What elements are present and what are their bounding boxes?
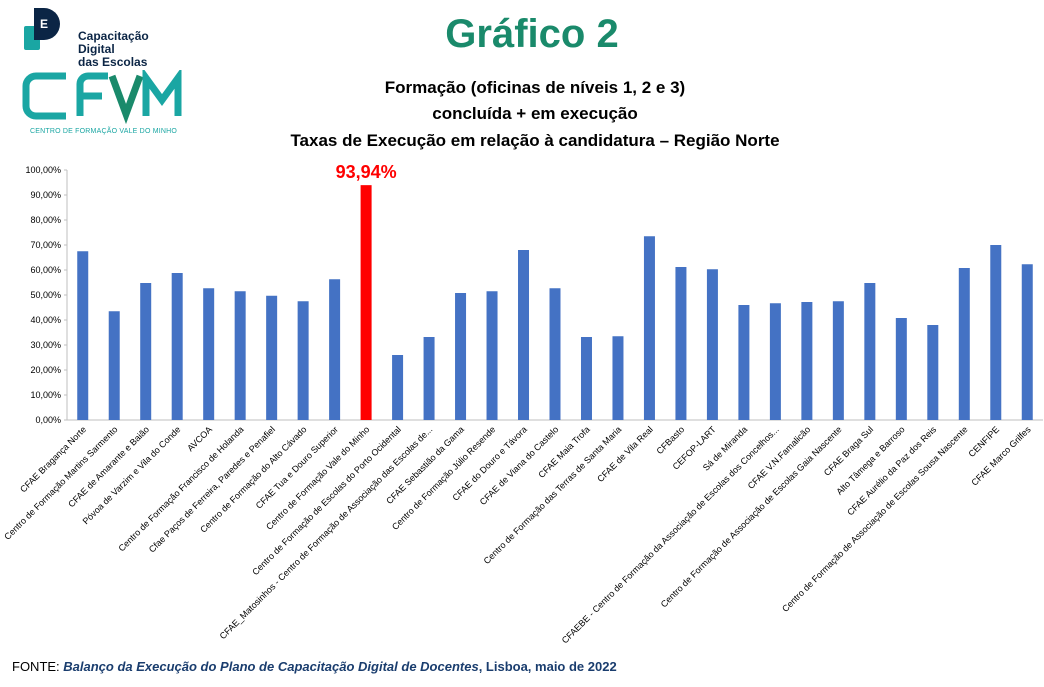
- bar: [171, 273, 183, 420]
- y-tick-label: 90,00%: [30, 190, 61, 200]
- bar: [392, 355, 404, 420]
- bar: [801, 302, 813, 420]
- y-tick-label: 60,00%: [30, 265, 61, 275]
- capacitacao-digital-logo: E Capacitação Digital das Escolas: [20, 4, 180, 69]
- bar: [77, 251, 89, 420]
- chart-title-line-3: Taxas de Execução em relação à candidatu…: [290, 131, 780, 150]
- x-tick-label: Centro de Formação de Escolas do Porto O…: [250, 424, 403, 577]
- y-tick-label: 50,00%: [30, 290, 61, 300]
- bar: [266, 295, 278, 420]
- x-tick-label: AVCOA: [185, 424, 214, 453]
- bar: [832, 301, 844, 420]
- footer-suffix: , Lisboa, maio de 2022: [478, 659, 617, 674]
- bar: [423, 337, 435, 420]
- footer-prefix: FONTE:: [12, 659, 64, 674]
- y-tick-label: 70,00%: [30, 240, 61, 250]
- x-tick-label: CFAE Marco Grilfes: [969, 424, 1033, 488]
- bar: [108, 311, 120, 420]
- highlight-data-label: 93,94%: [336, 162, 397, 182]
- x-tick-label: CFBasto: [655, 424, 687, 456]
- svg-text:E: E: [40, 17, 48, 31]
- bar-chart: 0,00% 10,00% 20,00% 30,00% 40,00% 50,00% 60,00…: [2, 162, 1043, 645]
- capacitacao-digital-logo-mark: E: [24, 8, 60, 50]
- bar: [486, 291, 498, 420]
- y-tick-label: 30,00%: [30, 340, 61, 350]
- capacitacao-digital-logo-text: Capacitação Digital das Escolas: [78, 29, 149, 69]
- bar: [927, 325, 939, 420]
- bar: [958, 268, 970, 420]
- y-tick-label: 10,00%: [30, 390, 61, 400]
- bar: [706, 269, 718, 420]
- x-tick-label: CFAE de Vila Real: [595, 424, 655, 484]
- bar: [549, 288, 561, 420]
- y-tick-label: 40,00%: [30, 315, 61, 325]
- bar: [203, 288, 215, 420]
- bar-highlight: [360, 185, 372, 420]
- footer-source: FONTE: Balanço da Execução do Plano de C…: [12, 659, 617, 674]
- y-tick-label: 80,00%: [30, 215, 61, 225]
- bar: [329, 279, 341, 420]
- bar: [864, 283, 876, 420]
- x-tick-label: Centro de Formação Martins Sarmento: [2, 424, 119, 541]
- bar: [643, 236, 655, 420]
- bar: [140, 283, 152, 420]
- bar: [895, 318, 907, 420]
- bar: [612, 336, 624, 420]
- cfvm-logo: [22, 67, 182, 140]
- bar: [990, 245, 1002, 420]
- cfvm-logo-subtitle: CENTRO DE FORMAÇÃO VALE DO MINHO: [30, 128, 178, 135]
- chart-title-line-2: concluída + em execução: [432, 104, 638, 123]
- bar: [738, 305, 750, 420]
- y-tick-label: 100,00%: [25, 165, 61, 175]
- page-title: Gráfico 2: [445, 12, 619, 56]
- bar: [234, 291, 246, 420]
- bar: [297, 301, 309, 420]
- bar: [580, 337, 592, 420]
- bar: [455, 293, 467, 420]
- bar: [1021, 264, 1033, 420]
- chart-title-line-1: Formação (oficinas de níveis 1, 2 e 3): [384, 78, 686, 97]
- footer-source-title: Balanço da Execução do Plano de Capacita…: [63, 659, 479, 674]
- bar: [518, 250, 530, 420]
- bar: [769, 303, 781, 420]
- bar: [675, 267, 687, 420]
- cfvm-logo-mark: [22, 67, 182, 125]
- y-tick-label: 0,00%: [35, 415, 61, 425]
- y-tick-label: 20,00%: [30, 365, 61, 375]
